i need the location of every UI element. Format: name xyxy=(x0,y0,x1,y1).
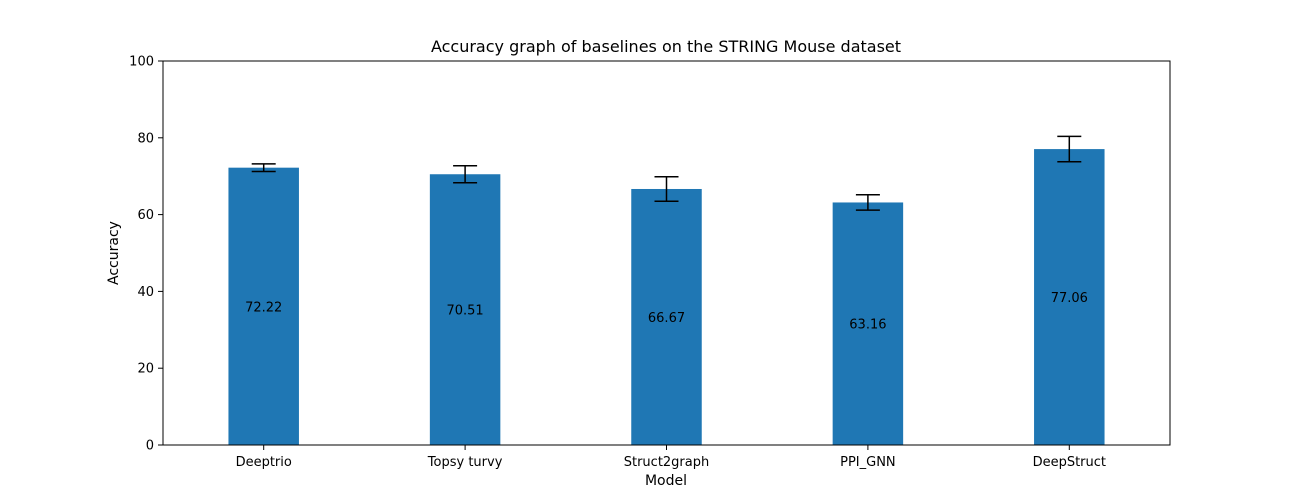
x-axis-label: Model xyxy=(645,473,687,489)
x-tick-label-2: Struct2graph xyxy=(624,455,710,470)
data-label-0: 72.22 xyxy=(245,300,282,315)
bar-4 xyxy=(1034,149,1105,445)
x-tick-label-1: Topsy turvy xyxy=(427,455,503,470)
bar-0 xyxy=(228,167,299,445)
error-bar-0 xyxy=(251,163,276,173)
error-bar-1 xyxy=(453,165,478,184)
x-axis: Deeptrio Topsy turvy Struct2graph PPI_GNN De… xyxy=(236,445,1106,470)
x-tick-label-3: PPI_GNN xyxy=(840,455,896,470)
data-label-1: 70.51 xyxy=(446,304,483,319)
y-tick-label-4: 80 xyxy=(137,131,154,146)
bar-1 xyxy=(429,174,501,446)
y-axis: 0 20 40 60 80 100 xyxy=(129,55,163,454)
data-label-2: 66.67 xyxy=(648,311,685,326)
bars-group xyxy=(228,149,1105,446)
chart-title: Accuracy graph of baselines on the STRIN… xyxy=(431,37,901,56)
x-tick-label-0: Deeptrio xyxy=(236,455,292,470)
y-tick-label-1: 20 xyxy=(137,362,154,377)
bar-2 xyxy=(631,188,702,446)
data-labels-group: 72.22 70.51 66.67 63.16 77.06 xyxy=(245,291,1088,333)
y-tick-label-3: 60 xyxy=(137,208,154,223)
bar-3 xyxy=(832,202,904,445)
x-tick-label-4: DeepStruct xyxy=(1033,455,1106,470)
data-label-3: 63.16 xyxy=(849,318,886,333)
error-bar-3 xyxy=(855,194,880,211)
error-bars-group xyxy=(251,135,1082,211)
error-bar-2 xyxy=(654,175,679,203)
error-bar-4 xyxy=(1057,135,1082,163)
y-tick-label-5: 100 xyxy=(129,55,154,70)
y-tick-label-0: 0 xyxy=(146,439,154,454)
y-tick-label-2: 40 xyxy=(137,285,154,300)
data-label-4: 77.06 xyxy=(1051,291,1088,306)
y-axis-label: Accuracy xyxy=(106,221,122,285)
